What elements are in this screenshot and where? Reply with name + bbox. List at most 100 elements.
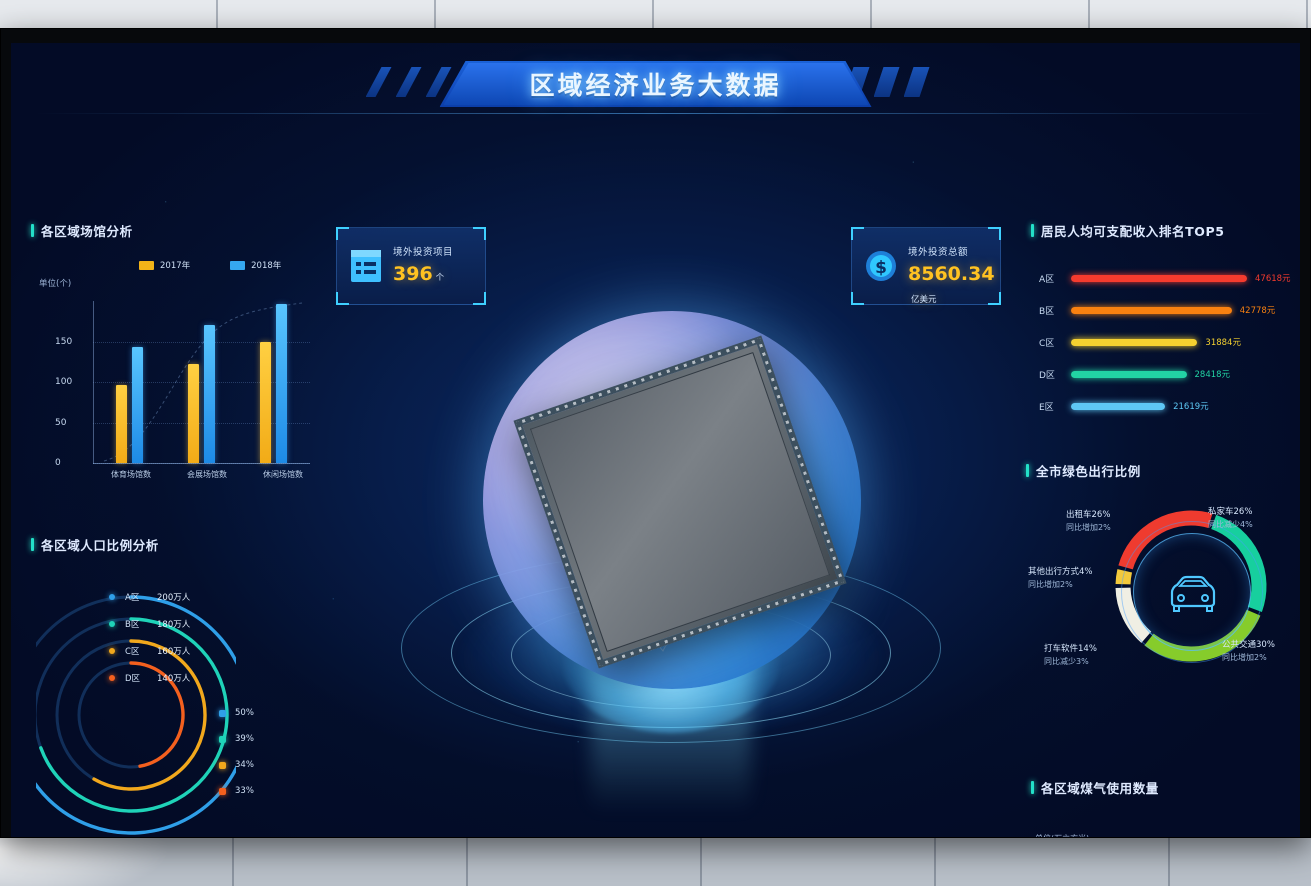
population-dot (109, 647, 115, 654)
green-travel-title: 全市绿色出行比例 (1026, 461, 1141, 480)
donut-ring-outer (1121, 521, 1263, 663)
top5-value-label: 47618元 (1255, 274, 1291, 284)
venue-analysis-title-text: 各区域场馆分析 (41, 224, 133, 239)
population-legend-item: 34% (219, 752, 254, 778)
donut-label: 私家车26% 同比减少4% (1208, 506, 1253, 532)
gridline (93, 341, 310, 343)
venue-y-unit: 单位(个) (39, 279, 72, 289)
dashboard-header: 区域经济业务大数据 (11, 61, 1300, 119)
green-travel-panel: 全市绿色出行比例 私家车26% 同比减少4% 公共交通30% 同比增加2% 打车软件14… (1026, 461, 1300, 761)
kpi1-number: 396 (393, 263, 433, 285)
venue-x-labels: 体育场馆数 会展场馆数 休闲场馆数 (93, 469, 321, 480)
gas-unit-label: 单位(万立方米) (1035, 833, 1089, 837)
top5-region-label: B区 (1039, 306, 1055, 317)
population-value: 140万人 (157, 673, 191, 684)
donut-ring-inner (1133, 533, 1251, 651)
donut-label-main: 其他出行方式4% (1028, 567, 1093, 577)
population-radial-chart (36, 595, 236, 835)
income-top5-title: 居民人均可支配收入排名TOP5 (1031, 221, 1225, 240)
top5-value-label: 31884元 (1205, 338, 1241, 348)
top5-region-label: A区 (1039, 274, 1055, 285)
population-region: B区 (125, 619, 140, 630)
donut-label-main: 打车软件14% (1044, 644, 1097, 654)
top5-row: E区 21619元 (1039, 397, 1209, 415)
donut-label-main: 公共交通30% (1222, 640, 1275, 650)
top5-row: D区 28418元 (1039, 365, 1230, 383)
top5-row: B区 42778元 (1039, 301, 1275, 319)
legend-dot (219, 787, 226, 795)
y-tick-label: 0 (55, 458, 61, 468)
top5-bar (1071, 370, 1187, 378)
kpi-card-overseas-projects[interactable]: 境外投资项目 396 个 (336, 227, 486, 305)
donut-label-sub: 同比增加2% (1222, 652, 1267, 662)
population-panel: 各区域人口比例分析 A区 200万人 B区 180万人 C区 160万人 D区 140万人 5… (31, 535, 301, 835)
population-value: 180万人 (157, 619, 191, 630)
legend-percent: 50% (235, 708, 254, 718)
population-dot (109, 593, 115, 600)
gas-usage-title: 各区域煤气使用数量 (1031, 778, 1159, 797)
venue-legend: 2017年 2018年 (139, 259, 281, 271)
donut-label-sub: 同比增加2% (1028, 579, 1073, 589)
legend-percent: 34% (235, 760, 254, 770)
population-legend-item: 39% (219, 726, 254, 752)
population-value: 160万人 (157, 646, 191, 657)
bar (203, 324, 215, 463)
donut-label-sub: 同比增加2% (1066, 522, 1111, 532)
title-accent-bar (31, 224, 34, 237)
venue-plot: 150 100 50 0 (55, 301, 310, 468)
bar-group (260, 304, 288, 463)
donut-label-sub: 同比减少3% (1044, 656, 1089, 666)
kpi2-label: 境外投资总额 (908, 247, 969, 258)
venue-analysis-title: 各区域场馆分析 (31, 221, 133, 240)
legend-swatch (139, 260, 154, 270)
bar-group (115, 347, 143, 463)
population-item: B区 180万人 (109, 610, 190, 637)
y-tick-label: 50 (55, 417, 67, 428)
legend-swatch (230, 260, 246, 270)
population-dot (109, 620, 115, 627)
kpi2-unit: 亿美元 (911, 295, 937, 305)
population-region: A区 (125, 592, 140, 603)
globe-visual (371, 253, 971, 813)
donut-label: 出租车26% 同比增加2% (1066, 509, 1111, 535)
venue-legend-item: 2017年 (139, 259, 190, 271)
income-top5-title-text: 居民人均可支配收入排名TOP5 (1041, 224, 1225, 239)
green-travel-title-text: 全市绿色出行比例 (1036, 464, 1141, 479)
floor-tiles (0, 838, 1311, 886)
header-wing-left (365, 67, 486, 101)
svg-text:$: $ (875, 258, 887, 278)
donut-label: 打车软件14% 同比减少3% (1044, 643, 1097, 669)
bar (276, 304, 288, 463)
radial-arc (39, 617, 229, 813)
top5-value-label: 28418元 (1194, 370, 1231, 380)
donut-label-main: 出租车26% (1066, 510, 1111, 520)
income-top5-panel: 居民人均可支配收入排名TOP5 A区 47618元 B区 42778元 C区 31884元… (1031, 221, 1300, 441)
kpi2-value: 8560.34 亿美元 (908, 263, 1000, 307)
kpi-card-overseas-amount[interactable]: $ 境外投资总额 8560.34 亿美元 (851, 227, 1001, 305)
x-tick-label: 体育场馆数 (111, 470, 151, 479)
header-divider (35, 113, 1276, 114)
legend-label: 2018年 (251, 261, 282, 271)
car-icon (1166, 573, 1220, 621)
dollar-coin-icon: $ (864, 248, 898, 284)
top5-bar (1071, 338, 1198, 346)
gridline (93, 382, 310, 383)
gas-usage-panel: 各区域煤气使用数量 单位(万立方米) (1031, 778, 1300, 837)
bar-group (187, 324, 215, 463)
bar (260, 341, 272, 463)
donut-label: 其他出行方式4% 同比增加2% (1028, 566, 1093, 592)
donut-label-main: 私家车26% (1208, 507, 1253, 517)
population-legend-item: 50% (219, 700, 254, 726)
top5-bar (1071, 274, 1247, 282)
population-title-text: 各区域人口比例分析 (41, 538, 159, 553)
bar (115, 385, 127, 463)
kpi1-value: 396 个 (393, 263, 453, 285)
top5-value-label: 21619元 (1173, 402, 1209, 412)
header-banner-inner (443, 63, 868, 105)
document-icon (349, 248, 383, 284)
population-region: C区 (125, 646, 140, 657)
gas-usage-title-text: 各区域煤气使用数量 (1041, 781, 1159, 796)
population-region: D区 (125, 673, 141, 684)
kpi1-label: 境外投资项目 (393, 247, 454, 258)
venue-analysis-panel: 各区域场馆分析 单位(个) 2017年 2018年 150 100 50 0 体育场馆数… (31, 221, 321, 506)
